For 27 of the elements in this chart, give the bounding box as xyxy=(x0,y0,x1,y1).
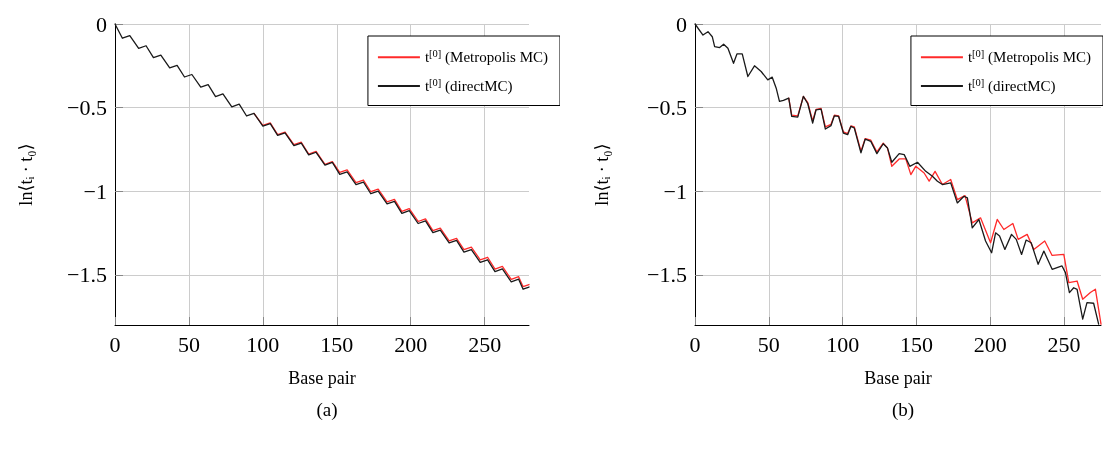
y-tick-label: −1.5 xyxy=(67,262,107,288)
x-tick-label: 150 xyxy=(320,331,354,357)
x-tick-label: 50 xyxy=(177,331,200,357)
y-tick-label: −1.5 xyxy=(647,262,687,288)
x-axis-title: Base pair xyxy=(288,368,356,388)
y-axis-title: ln⟨tᵢ · t₀⟩ xyxy=(16,143,36,206)
x-tick-label: 150 xyxy=(899,331,933,357)
line-series xyxy=(253,112,530,288)
y-tick-label: 0 xyxy=(676,11,687,37)
x-tick-label: 200 xyxy=(394,331,428,357)
x-tick-label: 50 xyxy=(757,331,780,357)
text: (b) xyxy=(891,399,915,421)
x-axis-title: Base pair xyxy=(864,368,932,388)
text: (a) xyxy=(316,399,338,421)
x-tick-label: 100 xyxy=(826,331,860,357)
y-tick-label: −0.5 xyxy=(647,95,687,121)
y-tick-label: −0.5 xyxy=(67,95,107,121)
line-series xyxy=(788,95,1102,325)
line-series xyxy=(694,23,1100,325)
y-tick-label: −1 xyxy=(83,178,107,204)
y-axis-title: ln⟨tᵢ · t₀⟩ xyxy=(592,143,612,206)
x-tick-label: 250 xyxy=(468,331,502,357)
x-tick-label: 200 xyxy=(973,331,1007,357)
x-tick-label: 100 xyxy=(246,331,280,357)
y-tick-label: −1 xyxy=(663,178,687,204)
y-tick-label: 0 xyxy=(96,11,107,37)
x-tick-label: 250 xyxy=(1047,331,1081,357)
